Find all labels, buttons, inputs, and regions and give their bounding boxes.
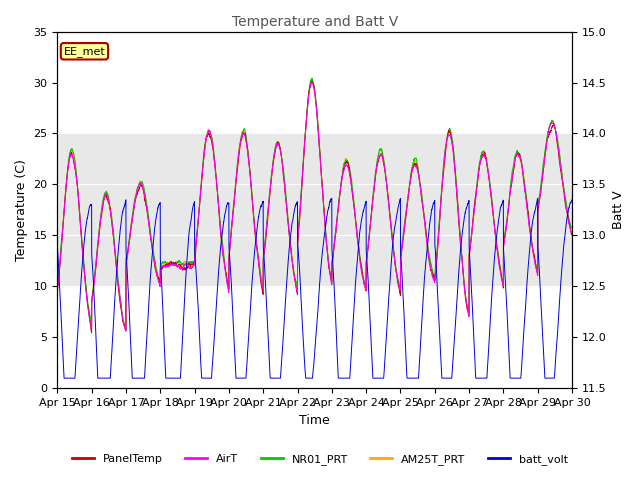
Y-axis label: Temperature (C): Temperature (C) [15,159,28,261]
Legend: PanelTemp, AirT, NR01_PRT, AM25T_PRT, batt_volt: PanelTemp, AirT, NR01_PRT, AM25T_PRT, ba… [68,450,572,469]
Bar [58,133,572,287]
Text: EE_met: EE_met [63,46,106,57]
Title: Temperature and Batt V: Temperature and Batt V [232,15,398,29]
Y-axis label: Batt V: Batt V [612,191,625,229]
X-axis label: Time: Time [300,414,330,427]
